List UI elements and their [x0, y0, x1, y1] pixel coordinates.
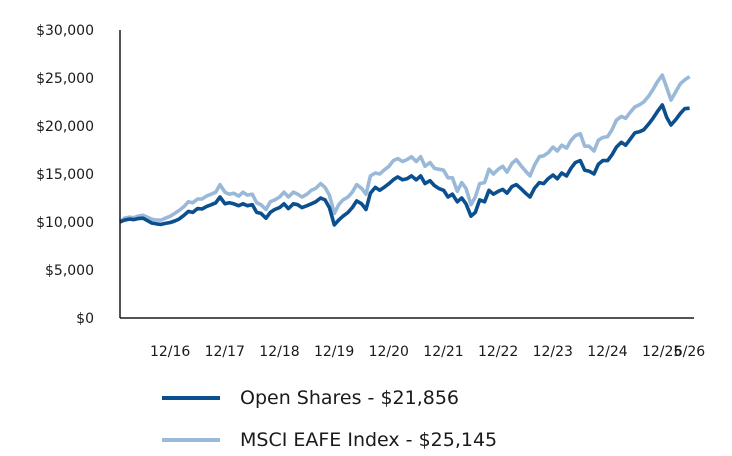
y-tick-label: $10,000 [36, 215, 94, 231]
x-tick-label: 12/20 [369, 344, 409, 360]
x-tick-label: 12/24 [587, 344, 627, 360]
series-line-open-shares [119, 103, 690, 227]
x-tick-label: 12/18 [259, 344, 299, 360]
y-tick-label: $25,000 [36, 71, 94, 87]
y-tick-label: $20,000 [36, 119, 94, 135]
line-chart: $0 $5,000 $10,000 $15,000 $20,000 $25,000 $30,… [36, 23, 705, 360]
y-tick-label: $15,000 [36, 167, 94, 183]
legend-item-open-shares: Open Shares - $21,856 [162, 384, 459, 412]
x-tick-label: 12/25 [642, 344, 682, 360]
legend-swatch-open-shares [162, 396, 220, 400]
x-tick-label: 12/19 [314, 344, 354, 360]
series-lines [118, 73, 691, 227]
legend-label-msci-eafe: MSCI EAFE Index - $25,145 [240, 429, 498, 451]
x-tick-label: 12/22 [478, 344, 518, 360]
y-tick-label: $0 [76, 311, 94, 327]
x-tick-label: 12/23 [533, 344, 573, 360]
legend-label-open-shares: Open Shares - $21,856 [240, 387, 460, 409]
x-tick-label: 12/21 [423, 344, 463, 360]
x-tick-label: 12/17 [205, 344, 245, 360]
x-tick-label: 12/16 [150, 344, 190, 360]
y-tick-label: $30,000 [36, 23, 94, 39]
x-axis-ticks: 12/16 12/17 12/18 12/19 12/20 12/21 12/22 12/23… [150, 344, 705, 360]
y-tick-label: $5,000 [45, 263, 94, 279]
legend-item-msci-eafe: MSCI EAFE Index - $25,145 [162, 426, 497, 454]
y-axis-ticks: $0 $5,000 $10,000 $15,000 $20,000 $25,000 $30,… [36, 23, 94, 327]
x-tick-label: 6/26 [674, 344, 706, 360]
legend-swatch-msci-eafe [162, 438, 220, 442]
series-line-msci-eafe [118, 73, 691, 224]
